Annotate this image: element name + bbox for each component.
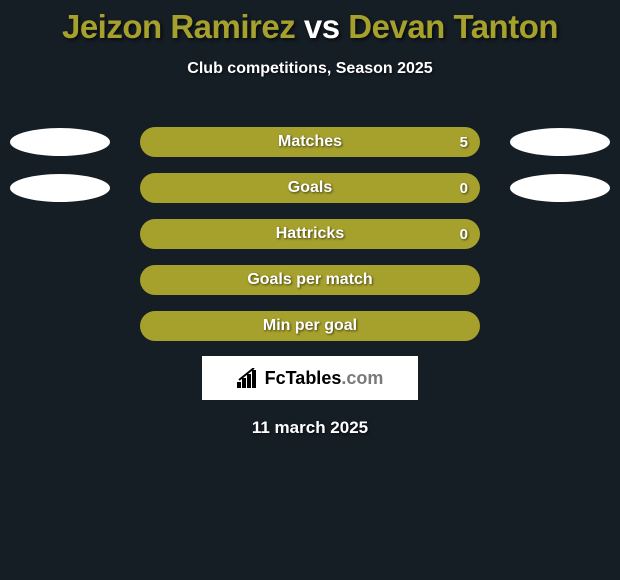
- stat-row: Goals per match: [0, 264, 620, 296]
- subtitle: Club competitions, Season 2025: [0, 60, 620, 78]
- stat-label: Goals: [288, 179, 332, 197]
- player1-name: Jeizon Ramirez: [62, 8, 295, 45]
- stat-bar: Goals 0: [140, 173, 480, 203]
- stat-row: Hattricks 0: [0, 218, 620, 250]
- stat-bar: Goals per match: [140, 265, 480, 295]
- stat-value: 0: [460, 180, 468, 197]
- brand-logo-box: FcTables.com: [202, 356, 418, 400]
- stat-row: Goals 0: [0, 172, 620, 204]
- player2-name: Devan Tanton: [348, 8, 558, 45]
- date-label: 11 march 2025: [0, 418, 620, 438]
- stat-bar: Hattricks 0: [140, 219, 480, 249]
- stat-value: 0: [460, 226, 468, 243]
- stat-label: Matches: [278, 133, 342, 151]
- page-title: Jeizon Ramirez vs Devan Tanton: [0, 0, 620, 46]
- stat-label: Hattricks: [276, 225, 344, 243]
- left-ellipse: [10, 128, 110, 156]
- stat-bar: Min per goal: [140, 311, 480, 341]
- stat-rows: Matches 5 Goals 0 Hattricks 0 Goals per match M…: [0, 126, 620, 342]
- left-ellipse: [10, 174, 110, 202]
- stat-label: Goals per match: [247, 271, 372, 289]
- stat-row: Min per goal: [0, 310, 620, 342]
- brand-text: FcTables.com: [265, 368, 384, 389]
- brand-suffix: .com: [341, 368, 383, 388]
- stat-label: Min per goal: [263, 317, 357, 335]
- chart-icon: [237, 368, 259, 388]
- brand-bold: FcTables: [265, 368, 342, 388]
- stat-row: Matches 5: [0, 126, 620, 158]
- stat-value: 5: [460, 134, 468, 151]
- right-ellipse: [510, 174, 610, 202]
- right-ellipse: [510, 128, 610, 156]
- stat-bar: Matches 5: [140, 127, 480, 157]
- vs-label: vs: [304, 8, 340, 45]
